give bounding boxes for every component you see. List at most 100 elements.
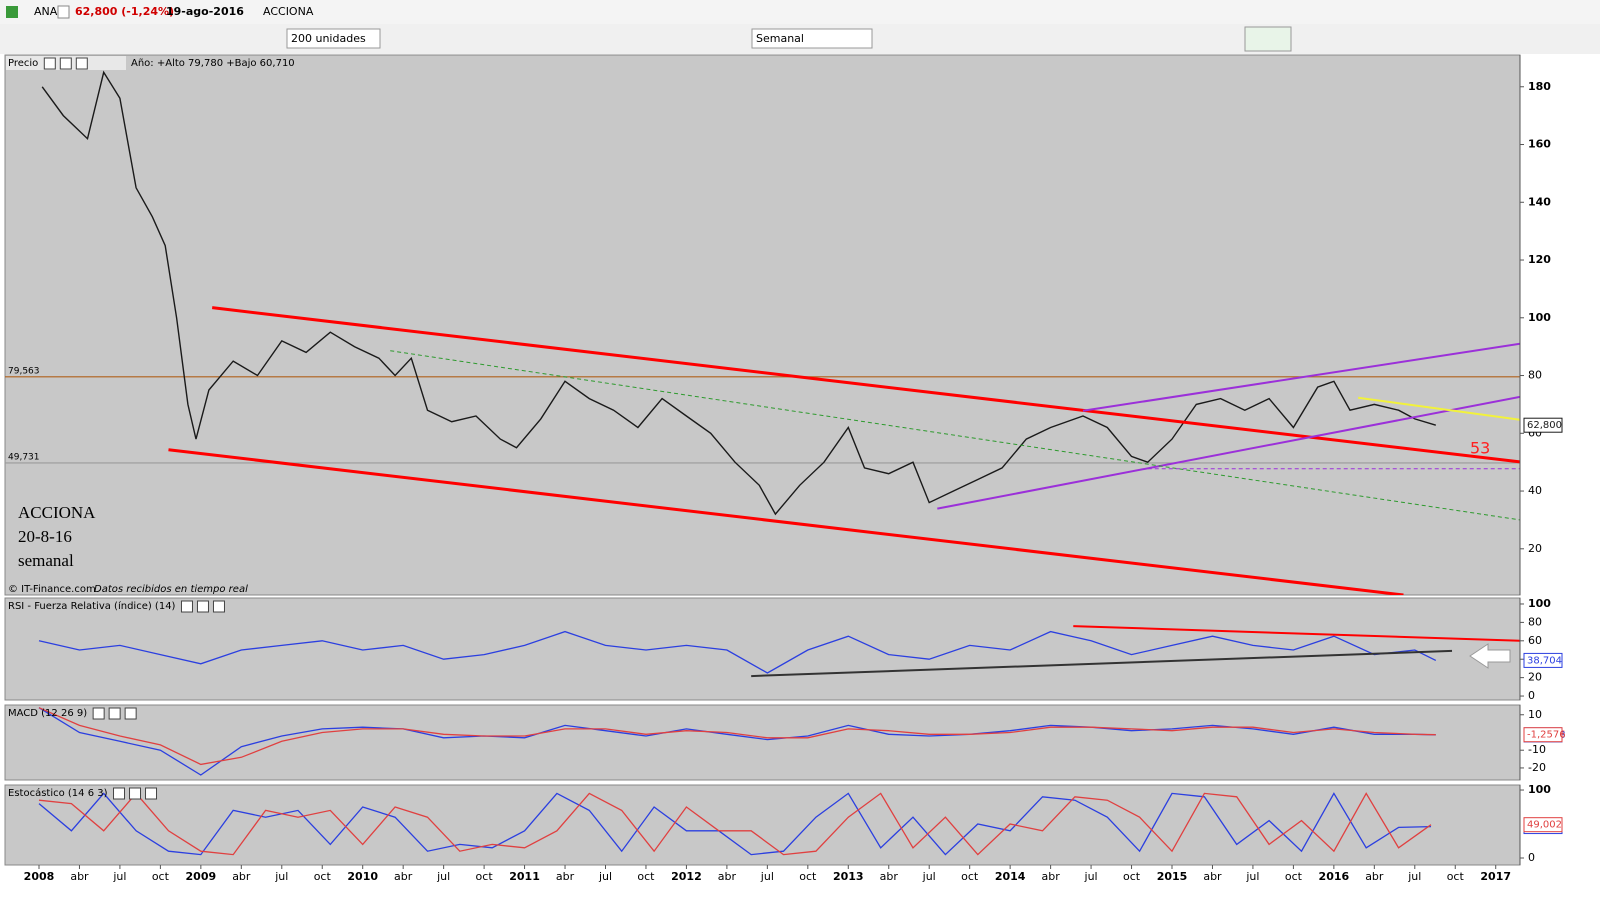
trend-line <box>937 395 1520 510</box>
app-icon <box>6 6 18 18</box>
last-value-box <box>1523 817 1563 833</box>
y-tick-label: 140 <box>1528 195 1551 208</box>
arrow-icon <box>1469 643 1511 669</box>
y-tick-label: 180 <box>1528 80 1551 93</box>
panel-button[interactable] <box>196 600 209 613</box>
period-label: Semanal <box>756 32 804 45</box>
panel-button[interactable] <box>180 600 193 613</box>
x-tick-label: abr <box>556 870 575 883</box>
last-value-label: -1,2576 <box>1527 730 1566 741</box>
x-tick-label: oct <box>637 870 655 883</box>
x-tick-label: oct <box>961 870 979 883</box>
y-tick-label: -20 <box>1528 761 1546 774</box>
panel-background <box>4 597 1521 701</box>
quote: 62,800 (-1,24%) <box>75 5 174 18</box>
panel-button[interactable] <box>113 787 126 800</box>
panel-button[interactable] <box>108 707 121 720</box>
trend-line <box>212 306 1520 464</box>
units-dropdown[interactable] <box>286 28 381 49</box>
trend-line <box>1082 342 1520 412</box>
annotation: ACCIONA <box>18 503 96 522</box>
x-tick-label: 2009 <box>186 870 217 883</box>
panel-background <box>4 784 1521 866</box>
x-tick-label: oct <box>1285 870 1303 883</box>
x-tick-label: 2014 <box>995 870 1026 883</box>
y-tick-label: 20 <box>1528 542 1542 555</box>
x-tick-label: abr <box>232 870 251 883</box>
x-tick-label: jul <box>112 870 126 883</box>
panel-button[interactable] <box>212 600 225 613</box>
panel-title: RSI - Fuerza Relativa (índice) (14) <box>8 600 176 612</box>
title-bar <box>0 0 1600 24</box>
panel-button[interactable] <box>59 57 72 70</box>
x-tick-label: abr <box>1365 870 1384 883</box>
panel-button[interactable] <box>129 787 142 800</box>
series-line <box>38 792 1432 856</box>
copyright-note: Datos recibidos en tiempo real <box>94 584 248 595</box>
info-icon[interactable] <box>57 5 70 19</box>
x-tick-label: abr <box>394 870 413 883</box>
panel <box>5 70 1520 595</box>
panel-button[interactable] <box>92 707 105 720</box>
y-tick-label: 100 <box>1528 311 1551 324</box>
panel-button[interactable] <box>43 57 56 70</box>
x-tick-label: abr <box>718 870 737 883</box>
panel-button[interactable] <box>75 57 88 70</box>
x-tick-label: oct <box>314 870 332 883</box>
symbol: ANA <box>34 5 58 18</box>
annotation: 53 <box>1470 439 1490 458</box>
series-line <box>38 707 1436 776</box>
last-value-label: 38,704 <box>1527 655 1562 666</box>
chart-type-button[interactable] <box>1244 26 1292 52</box>
x-tick-label: abr <box>880 870 899 883</box>
x-tick-label: abr <box>70 870 89 883</box>
x-tick-label: oct <box>799 870 817 883</box>
trend-line <box>751 649 1453 678</box>
level-label: 49,731 <box>8 452 40 462</box>
panel-background <box>4 54 1521 596</box>
series-line <box>38 792 1432 856</box>
y-tick-label: 80 <box>1528 615 1542 628</box>
x-tick-label: 2017 <box>1480 870 1511 883</box>
x-tick-label: oct <box>1447 870 1465 883</box>
x-tick-label: jul <box>274 870 288 883</box>
y-tick-label: -10 <box>1528 743 1546 756</box>
units-label: 200 unidades <box>291 32 366 45</box>
x-tick-label: jul <box>922 870 936 883</box>
panel-background <box>4 704 1521 781</box>
x-tick-label: 2010 <box>347 870 378 883</box>
panel <box>38 792 1432 856</box>
y-tick-label: 120 <box>1528 253 1551 266</box>
annotation: 20-8-16 <box>18 527 72 546</box>
panel-title: Precio <box>8 58 38 69</box>
y-tick-label: 0 <box>1528 851 1535 864</box>
x-tick-label: jul <box>760 870 774 883</box>
last-value-box <box>1523 727 1563 743</box>
x-tick-label: jul <box>1407 870 1421 883</box>
last-value-box <box>1523 417 1563 433</box>
series-line <box>38 707 1436 766</box>
copyright: © IT-Finance.com <box>8 584 96 595</box>
y-tick-label: 80 <box>1528 369 1542 382</box>
x-tick-label: jul <box>436 870 450 883</box>
period-dropdown[interactable] <box>751 28 873 49</box>
last-value-box <box>1523 652 1563 668</box>
panel-button[interactable] <box>145 787 158 800</box>
y-tick-label: 160 <box>1528 138 1551 151</box>
x-tick-label: 2012 <box>671 870 702 883</box>
y-tick-label: 20 <box>1528 671 1542 684</box>
trend-line <box>168 448 1404 595</box>
series-line <box>38 630 1437 674</box>
panel-title: MACD (12 26 9) <box>8 708 87 719</box>
level-label: 79,563 <box>8 366 40 376</box>
last-value-label: 49,002 <box>1527 820 1562 831</box>
y-tick-label: 0 <box>1528 689 1535 702</box>
panel-button[interactable] <box>124 707 137 720</box>
trend-line <box>1073 625 1520 642</box>
panel-title: Estocástico (14 6 3) <box>8 787 108 799</box>
x-tick-label: jul <box>1245 870 1259 883</box>
x-tick-label: jul <box>1084 870 1098 883</box>
x-tick-label: jul <box>598 870 612 883</box>
x-tick-label: 2008 <box>24 870 55 883</box>
y-tick-label: 100 <box>1528 597 1551 610</box>
